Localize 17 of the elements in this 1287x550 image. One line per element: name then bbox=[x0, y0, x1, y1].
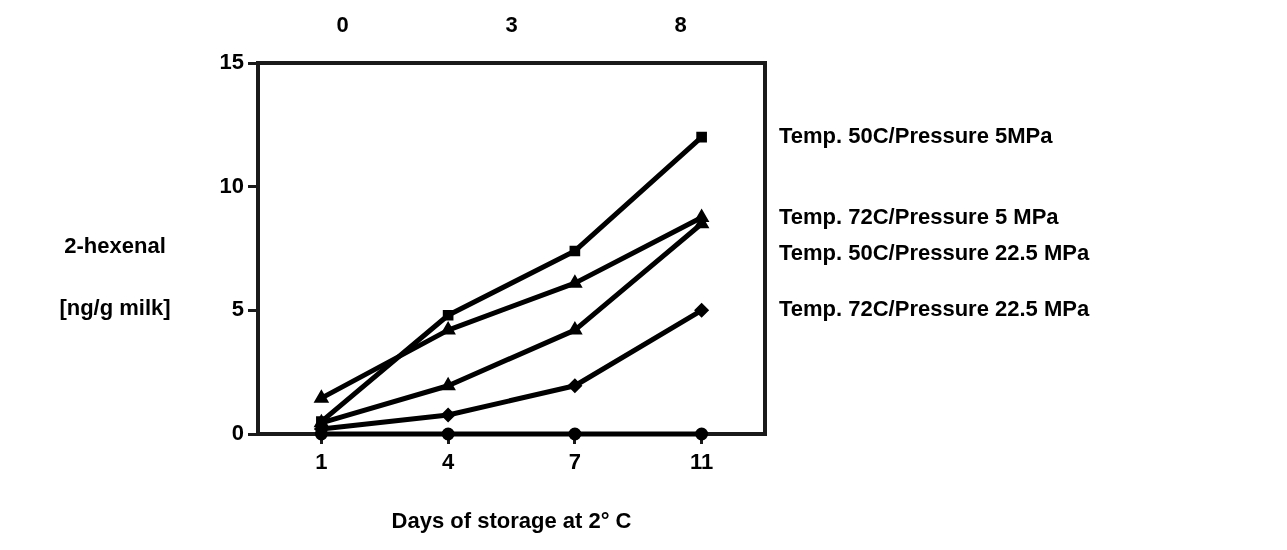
text: 8 bbox=[674, 12, 687, 38]
y-tick-label: 0 bbox=[231, 420, 244, 446]
x-axis-title: Days of storage at 2° C bbox=[391, 508, 632, 534]
x-tick-label: 4 bbox=[442, 449, 455, 475]
text: Temp. 50C/Pressure 5MPa bbox=[779, 123, 1054, 149]
x-tick-label: 1 bbox=[315, 449, 328, 475]
x-tick-label: 11 bbox=[689, 449, 714, 475]
text: Temp. 50C/Pressure 22.5 MPa bbox=[779, 239, 1090, 265]
y-tick-label: 5 bbox=[231, 296, 244, 322]
y-tick-label: 10 bbox=[219, 172, 244, 198]
text: Temp. 72C/Pressure 22.5 MPa bbox=[779, 296, 1090, 322]
y-tick-label: 15 bbox=[219, 49, 244, 75]
text: 2-hexenal [ng/g milk] bbox=[59, 232, 171, 320]
text: 3 bbox=[505, 12, 518, 38]
text: Temp. 72C/Pressure 5 MPa bbox=[779, 203, 1060, 229]
x-tick-label: 7 bbox=[568, 449, 581, 475]
text: 0 bbox=[336, 12, 349, 38]
